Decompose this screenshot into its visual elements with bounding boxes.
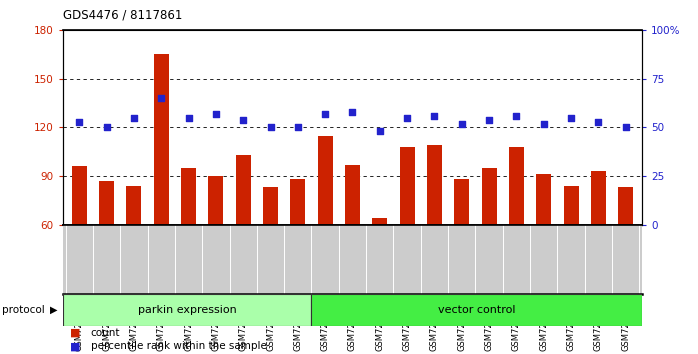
Text: ▶: ▶ xyxy=(50,305,58,315)
Bar xyxy=(563,186,579,225)
Bar xyxy=(427,145,442,225)
Point xyxy=(484,117,495,122)
Point xyxy=(593,119,604,125)
Bar xyxy=(509,147,524,225)
Point xyxy=(538,121,549,126)
Bar xyxy=(454,179,469,225)
Text: protocol: protocol xyxy=(2,305,45,315)
Point xyxy=(128,115,140,120)
Text: ■: ■ xyxy=(70,341,80,351)
Point xyxy=(210,111,221,116)
Point xyxy=(429,113,440,119)
Bar xyxy=(482,168,497,225)
Bar xyxy=(63,294,311,326)
Bar xyxy=(536,175,551,225)
Bar xyxy=(290,179,305,225)
Bar xyxy=(311,294,642,326)
Point xyxy=(237,117,248,122)
Point xyxy=(565,115,577,120)
Point xyxy=(73,119,84,125)
Point xyxy=(456,121,468,126)
Bar xyxy=(618,188,633,225)
Point xyxy=(374,129,385,134)
Bar xyxy=(400,147,415,225)
Text: ■: ■ xyxy=(70,328,80,338)
Text: percentile rank within the sample: percentile rank within the sample xyxy=(91,341,267,351)
Point xyxy=(320,111,331,116)
Bar xyxy=(318,136,333,225)
Bar xyxy=(208,176,223,225)
Point xyxy=(101,125,112,130)
Bar xyxy=(372,218,387,225)
Bar xyxy=(99,181,114,225)
Text: parkin expression: parkin expression xyxy=(138,305,237,315)
Text: count: count xyxy=(91,328,120,338)
Bar xyxy=(345,165,360,225)
Bar xyxy=(154,55,169,225)
Point xyxy=(292,125,304,130)
Bar xyxy=(72,166,87,225)
Bar xyxy=(126,186,142,225)
Point xyxy=(265,125,276,130)
Point xyxy=(156,95,167,101)
Text: vector control: vector control xyxy=(438,305,515,315)
Point xyxy=(347,109,358,115)
Point xyxy=(401,115,413,120)
Point xyxy=(621,125,632,130)
Bar xyxy=(591,171,606,225)
Point xyxy=(511,113,522,119)
Bar xyxy=(181,168,196,225)
Bar xyxy=(236,155,251,225)
Point xyxy=(183,115,194,120)
Bar xyxy=(263,188,278,225)
Text: GDS4476 / 8117861: GDS4476 / 8117861 xyxy=(63,9,182,22)
